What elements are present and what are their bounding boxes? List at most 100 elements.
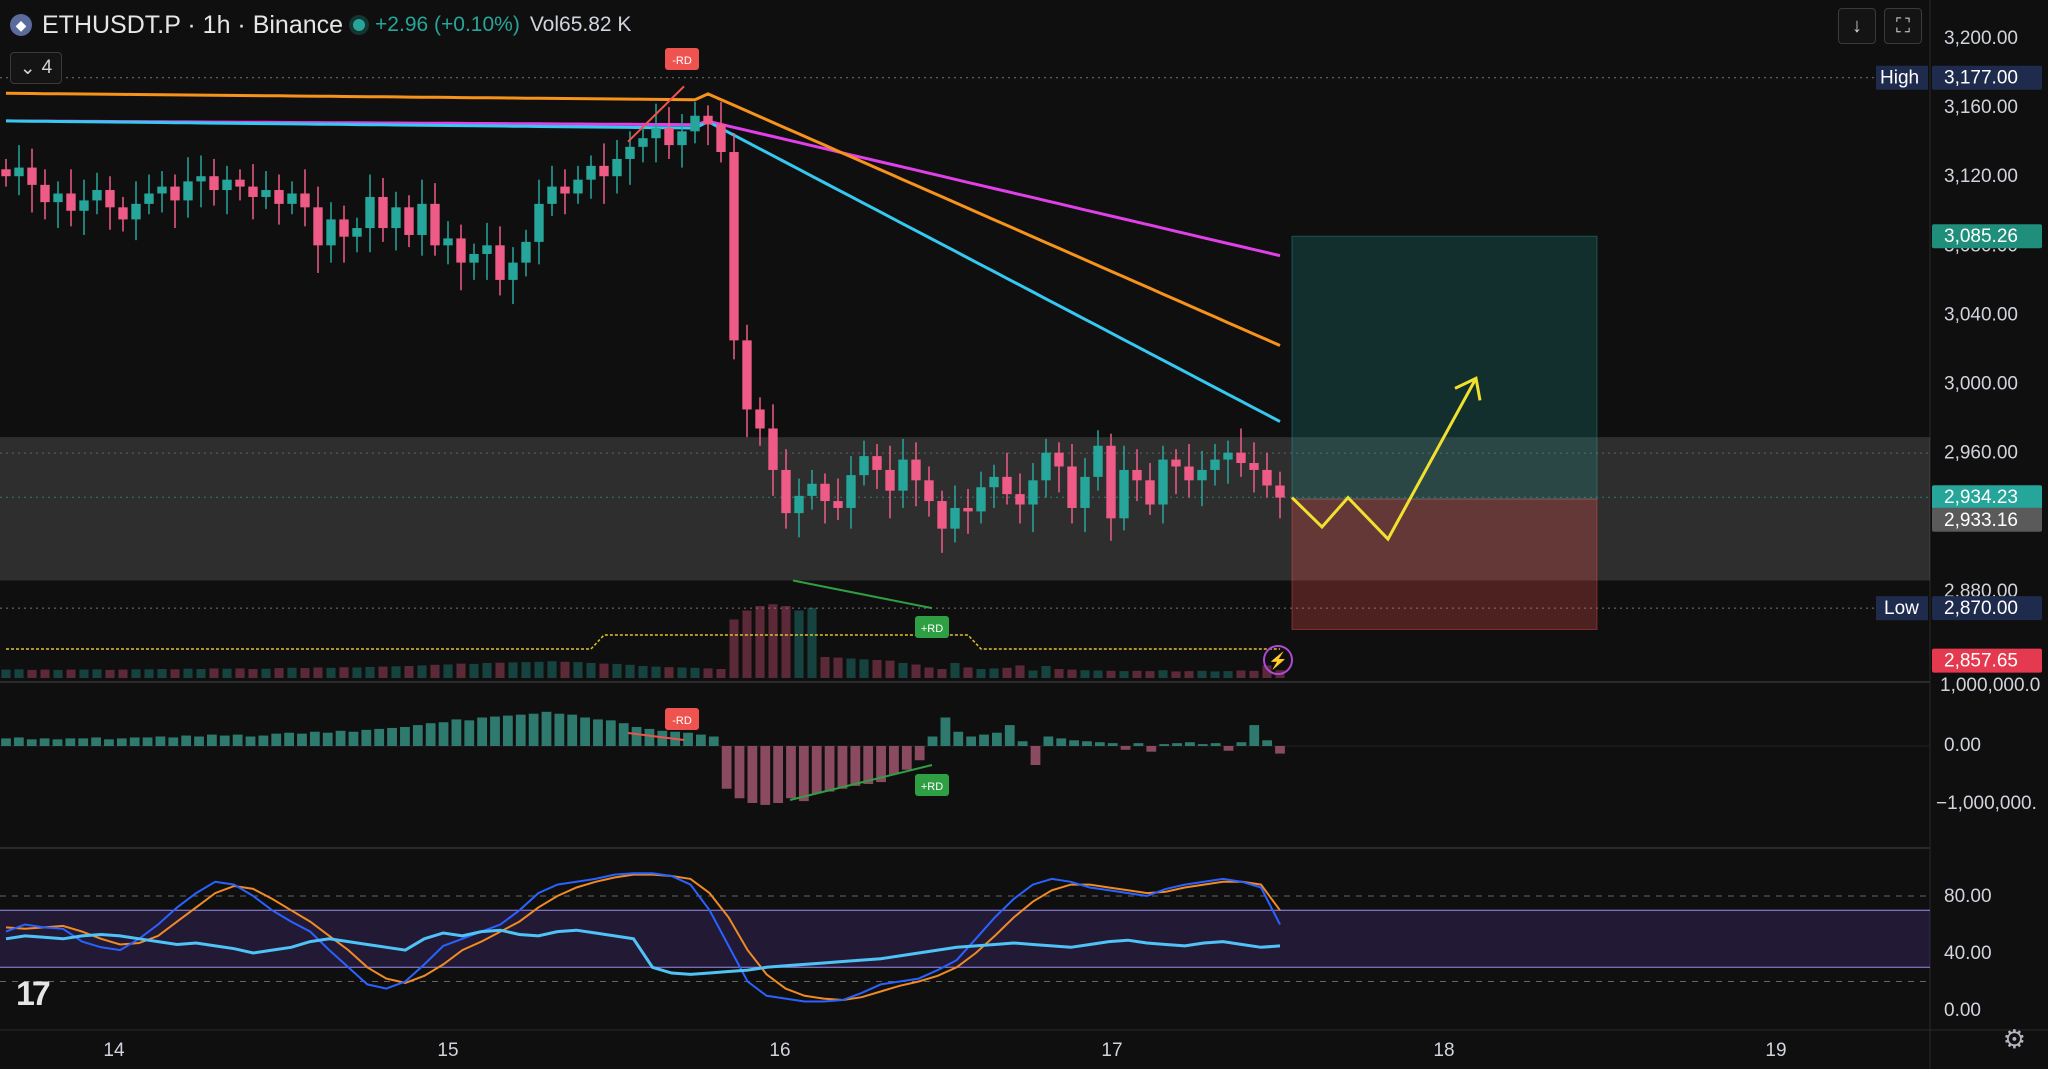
candle-body — [79, 200, 89, 211]
candle-body — [482, 245, 492, 254]
candle-body — [690, 115, 700, 132]
histogram-bar — [142, 737, 153, 746]
chevron-down-icon: ⌄ — [19, 57, 36, 79]
histogram-bar — [219, 735, 230, 746]
time-tick: 17 — [1101, 1040, 1122, 1061]
candle-body — [1262, 469, 1272, 486]
candle-body — [222, 179, 232, 191]
histogram-bar — [515, 714, 526, 746]
candle-body — [716, 124, 726, 153]
candle-body — [768, 428, 778, 470]
histogram-bar — [1146, 746, 1157, 752]
candle-body — [391, 207, 401, 229]
volume-bar — [885, 660, 895, 678]
volume-bar — [508, 662, 518, 678]
histogram-bar — [78, 738, 89, 746]
price-tick: 3,160.00 — [1944, 97, 2018, 118]
high-value: 3,177.00 — [1944, 68, 2018, 89]
settings-gear-icon[interactable]: ⚙ — [2002, 1024, 2026, 1054]
histogram-bar — [1043, 736, 1054, 746]
histogram-bar — [1236, 742, 1247, 746]
candle-body — [534, 203, 544, 242]
candle-body — [807, 483, 817, 496]
volume-tick: 0.00 — [1944, 735, 1981, 756]
candle-body — [794, 495, 804, 514]
histogram-bar — [245, 736, 256, 746]
candle-body — [287, 193, 297, 204]
market-open-icon — [353, 19, 366, 31]
volume-bar — [638, 666, 648, 678]
histogram-bar — [1056, 738, 1067, 746]
time-tick: 18 — [1433, 1040, 1454, 1061]
candle-body — [1028, 480, 1038, 505]
time-tick: 14 — [103, 1040, 125, 1061]
volume-bar — [1197, 670, 1207, 678]
histogram-bar — [309, 731, 320, 746]
histogram-bar — [502, 715, 513, 746]
bull-div-tag-bg — [915, 616, 949, 638]
candle-body — [1197, 469, 1207, 481]
indicators-toggle-button[interactable]: ⌄ 4 — [10, 52, 62, 84]
histogram-bar — [451, 719, 462, 746]
current-price-label-bg — [1932, 485, 2042, 510]
alert-lightning-icon — [1263, 645, 1293, 675]
candle-body — [1119, 469, 1129, 519]
volume-bar — [170, 669, 180, 678]
volume-bar — [222, 668, 232, 678]
histogram-bar — [1017, 741, 1028, 746]
volume-bar — [664, 667, 674, 678]
volume-bar — [417, 665, 427, 678]
volume-bar — [937, 669, 947, 678]
histogram-bar — [850, 746, 861, 786]
volume-bar — [1145, 671, 1155, 678]
volume-bar — [1236, 670, 1246, 678]
histogram-bar — [1185, 742, 1195, 746]
histogram-bar — [889, 746, 899, 775]
volume-bar — [105, 669, 115, 678]
download-button[interactable]: ↓ — [1838, 8, 1876, 44]
histogram-bar — [438, 722, 449, 746]
volume-bar — [40, 669, 50, 678]
candle-body — [1171, 459, 1181, 467]
candle-body — [495, 245, 505, 280]
volume-bar — [53, 669, 63, 678]
hist-bull-tag: +RD — [921, 781, 943, 793]
histogram-bar — [271, 733, 282, 746]
bear-div-tag: -RD — [672, 55, 692, 67]
candle-body — [1093, 445, 1103, 477]
candle-body — [950, 507, 960, 529]
volume-bar — [794, 610, 804, 678]
hist-bull-div-line — [789, 764, 933, 801]
candle-body — [1184, 466, 1194, 481]
histogram-bar — [374, 728, 385, 746]
candle-body — [1236, 452, 1246, 464]
volume-bar — [1184, 671, 1194, 678]
volume-bar — [742, 610, 752, 678]
candle-body — [573, 179, 583, 194]
hist-bear-div-line — [627, 732, 685, 741]
histogram-bar — [683, 732, 693, 746]
volume-bar — [1249, 670, 1259, 678]
volume-bar — [846, 658, 856, 678]
ethereum-icon: ◆ — [10, 14, 32, 36]
candle-body — [300, 193, 310, 208]
histogram-bar — [605, 720, 616, 746]
volume-bar — [92, 669, 102, 678]
fullscreen-button[interactable]: ⛶ — [1884, 8, 1922, 44]
bullish-divergence-line — [792, 579, 933, 610]
candle-body — [105, 190, 115, 208]
volume-bar — [1171, 671, 1181, 678]
volume-bar — [495, 662, 505, 678]
volume-bar — [1119, 671, 1129, 678]
histogram-bar — [65, 738, 76, 746]
candle-body — [872, 456, 882, 470]
histogram-bar — [1197, 744, 1208, 746]
histogram-bar — [13, 737, 24, 746]
candle-body — [625, 146, 635, 159]
candle-body — [820, 483, 830, 502]
symbol-label[interactable]: ETHUSDT.P · 1h · Binance — [42, 10, 344, 39]
volume-bar — [976, 669, 986, 678]
candle-body — [638, 138, 648, 147]
volume-bar — [66, 669, 76, 678]
